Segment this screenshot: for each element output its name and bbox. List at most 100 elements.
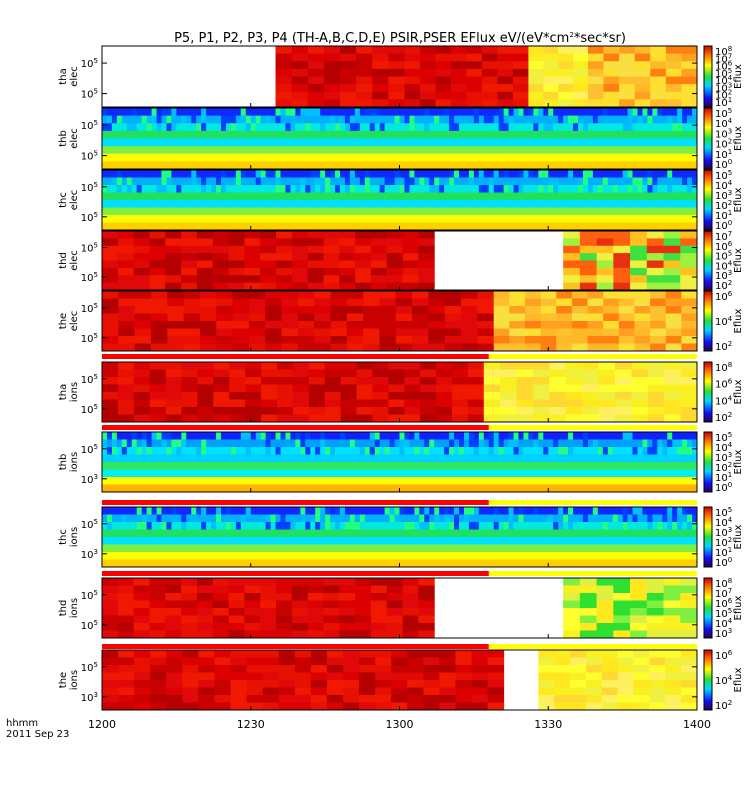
spectrogram-cell	[424, 529, 430, 538]
spectrogram-cell	[330, 153, 336, 162]
spectrogram-cell	[662, 514, 668, 523]
spectrogram-cell	[265, 130, 272, 139]
spectrogram-cell	[255, 185, 262, 193]
spectrogram-cell	[384, 200, 391, 208]
spectrogram-cell	[498, 123, 505, 132]
spectrogram-cell	[664, 414, 682, 423]
spectrogram-cell	[290, 108, 296, 117]
spectrogram-cell	[186, 454, 192, 463]
spectrogram-cell	[280, 215, 286, 223]
spectrogram-cell	[449, 522, 455, 530]
spectrogram-segment	[102, 432, 698, 493]
spectrogram-cell	[196, 267, 214, 276]
spectrogram-cell	[667, 146, 673, 155]
spectrogram-cell	[463, 200, 470, 208]
spectrogram-cell	[389, 108, 396, 117]
spectrogram-cell	[225, 522, 232, 530]
spectrogram-cell	[240, 552, 247, 560]
spectrogram-cell	[121, 469, 128, 478]
spectrogram-cell	[632, 552, 638, 560]
spectrogram-cell	[677, 469, 683, 478]
spectrogram-cell	[672, 138, 678, 147]
spectrogram-cell	[682, 544, 688, 553]
spectrogram-cell	[538, 170, 544, 178]
spectrogram-cell	[587, 447, 594, 455]
spectrogram-cell	[308, 399, 326, 408]
spectrogram-cell	[404, 185, 410, 193]
spectrogram-cell	[568, 439, 574, 448]
spectrogram-cell	[359, 544, 366, 553]
spectrogram-cell	[116, 207, 123, 216]
spectrogram-cell	[280, 108, 286, 117]
spectrogram-cell	[646, 253, 665, 261]
spectrogram-cell	[642, 484, 648, 493]
spectrogram-cell	[627, 161, 634, 170]
spectrogram-cell	[473, 529, 480, 538]
spectrogram-cell	[369, 439, 376, 448]
spectrogram-cell	[409, 454, 415, 463]
spectrogram-cell	[121, 522, 128, 530]
spectrogram-cell	[372, 392, 389, 400]
spectrogram-cell	[533, 138, 539, 147]
spectrogram-cell	[523, 484, 529, 493]
spectrogram-cell	[617, 529, 624, 538]
spectrogram-cell	[240, 222, 247, 231]
spectrogram-cell	[384, 138, 391, 147]
spectrogram-cell	[325, 192, 331, 201]
spectrogram-cell	[364, 462, 371, 470]
spectrogram-cell	[687, 153, 693, 162]
spectrogram-cell	[513, 215, 519, 223]
spectrogram-cell	[563, 522, 569, 530]
spectrogram-cell	[369, 146, 376, 155]
spectrogram-cell	[176, 123, 182, 132]
spectrogram-cell	[340, 439, 346, 448]
spectrogram-cell	[196, 522, 202, 530]
spectrogram-cell	[466, 84, 483, 93]
spectrogram-cell	[617, 222, 624, 231]
spectrogram-cell	[652, 192, 658, 201]
spectrogram-cell	[133, 267, 150, 276]
spectrogram-cell	[206, 552, 212, 560]
spectrogram-cell	[389, 130, 396, 139]
spectrogram-cell	[133, 231, 150, 239]
spectrogram-cell	[409, 108, 415, 117]
spectrogram-cell	[221, 138, 227, 147]
spectrogram-cell	[166, 115, 172, 124]
spectrogram-cell	[513, 153, 519, 162]
spectrogram-cell	[578, 115, 584, 124]
spectrogram-cell	[102, 377, 119, 385]
spectrogram-cell	[543, 91, 559, 100]
spectrogram-cell	[136, 138, 143, 147]
spectrogram-cell	[186, 552, 192, 560]
spectrogram-cell	[488, 200, 495, 208]
spectrogram-cell	[156, 522, 162, 530]
spectrogram-segment	[102, 291, 495, 352]
spectrogram-cell	[270, 529, 277, 538]
spectrogram-cell	[404, 61, 421, 70]
spectrogram-cell	[131, 130, 138, 139]
spectrogram-cell	[681, 76, 698, 85]
spectrogram-cell	[225, 529, 232, 538]
spectrogram-cell	[275, 170, 281, 178]
colorbar-label: Eflux	[733, 64, 744, 89]
spectrogram-cell	[344, 537, 351, 545]
spectrogram-cell	[533, 170, 539, 178]
spectrogram-cell	[518, 537, 524, 545]
spectrogram-cell	[260, 215, 267, 223]
spectrogram-cell	[394, 477, 400, 485]
spectrogram-cell	[667, 222, 673, 231]
spectrogram-cell	[372, 46, 389, 55]
spectrogram-cell	[436, 384, 453, 393]
spectrogram-cell	[181, 414, 198, 423]
spectrogram-cell	[634, 68, 651, 77]
spectrogram-cell	[632, 108, 638, 117]
spectrogram-cell	[290, 552, 296, 560]
spectrogram-cell	[291, 84, 309, 93]
spectrogram-cell	[245, 222, 252, 231]
spectrogram-cell	[121, 439, 128, 448]
spectrogram-cell	[260, 253, 277, 261]
spectrogram-cell	[171, 514, 177, 523]
spectrogram-cell	[275, 84, 293, 93]
y-tick-label: 103	[81, 473, 98, 486]
